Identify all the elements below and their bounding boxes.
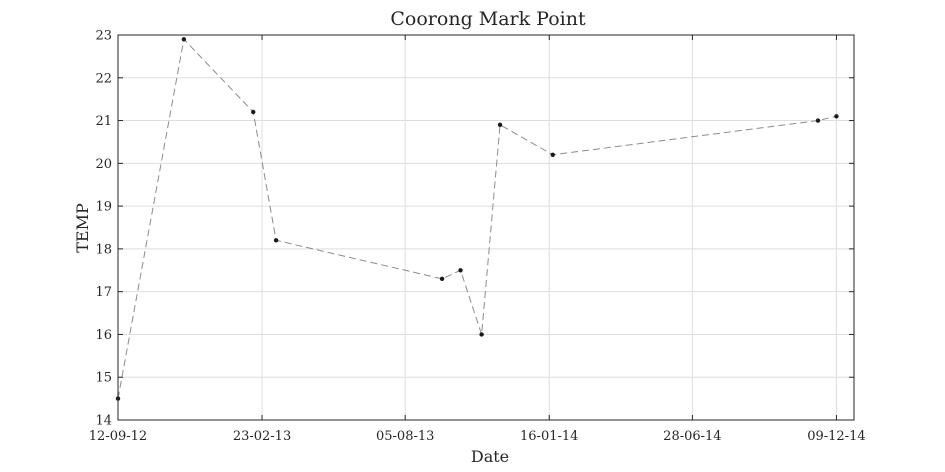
x-tick-label: 09-12-14 [807,429,865,444]
y-tick-label: 22 [95,71,112,86]
y-tick-label: 14 [95,414,112,429]
y-axis-label: TEMP [73,203,92,253]
y-tick-label: 19 [95,200,112,215]
x-tick-label: 28-06-14 [663,429,721,444]
y-tick-label: 17 [95,285,112,300]
data-point [815,118,821,123]
y-tick-label: 21 [95,114,112,129]
data-point [251,109,256,115]
x-tick-label: 05-08-13 [376,429,434,444]
data-point [550,152,555,157]
y-tick-label: 15 [95,371,112,386]
data-point [273,238,279,243]
y-tick-label: 20 [95,157,112,172]
data-point [458,268,463,273]
ticks: 14 15 16 17 18 19 20 21 22 23 12-09-12 23-02-13 05-0… [89,29,866,445]
data-point [439,276,445,282]
plot-frame [117,34,855,421]
data-point [479,332,484,337]
y-tick-label: 16 [95,328,112,343]
x-tick-label: 16-01-14 [520,429,578,444]
chart-title: Coorong Mark Point [390,8,586,30]
x-tick-label: 23-02-13 [233,429,291,444]
series-layer [115,37,839,401]
y-tick-label: 18 [95,242,112,257]
series-line [117,38,837,399]
x-tick-label: 12-09-12 [89,429,147,444]
grid [117,34,854,421]
y-tick-label: 23 [95,29,112,44]
data-point [181,37,187,42]
data-point [834,114,839,119]
data-point [497,122,503,128]
x-axis-label: Date [471,447,509,466]
